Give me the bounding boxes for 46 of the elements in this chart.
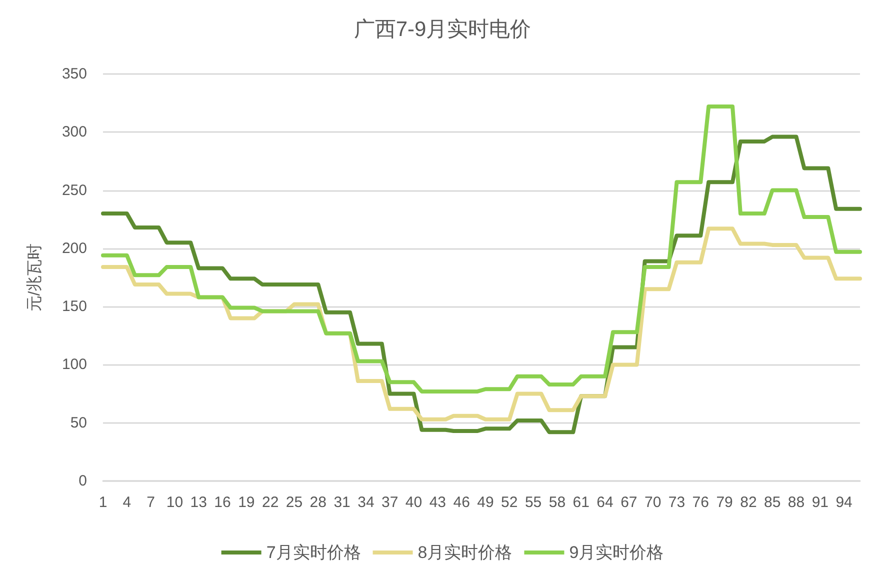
line-series [101,104,862,394]
x-tick-label: 1 [98,494,108,511]
legend-label: 9月实时价格 [569,543,664,562]
x-tick-label: 4 [122,494,132,511]
x-tick-label: 16 [214,494,231,511]
x-tick-label: 43 [429,494,446,511]
y-tick-label: 100 [62,356,87,374]
x-tick-label: 49 [477,494,494,511]
x-tick-label: 25 [286,494,303,511]
legend-label: 7月实时价格 [266,543,361,562]
x-tick-label: 10 [166,494,184,511]
legend-label: 8月实时价格 [418,543,512,562]
x-tick-label: 61 [572,494,590,511]
y-tick-label: 300 [62,124,87,141]
y-tick-label: 350 [62,66,87,82]
y-tick-label: 0 [78,472,87,490]
x-tick-label: 82 [740,494,757,511]
y-tick-label: 250 [62,182,87,199]
x-tick-label: 37 [382,494,398,511]
y-axis-title: 元/兆瓦时 [26,243,44,312]
x-tick-label: 22 [262,494,279,511]
x-tick-label: 70 [644,494,662,511]
x-tick-label: 46 [453,494,470,511]
y-tick-label: 150 [62,298,87,316]
x-tick-label: 31 [334,494,350,511]
x-tick-label: 13 [190,494,207,511]
x-tick-label: 52 [501,494,518,511]
x-tick-label: 58 [548,494,566,511]
x-tick-label: 19 [238,494,255,511]
x-tick-label: 40 [405,494,422,511]
y-tick-label: 200 [62,240,87,257]
x-tick-label: 7 [146,494,155,511]
x-tick-label: 76 [692,494,709,511]
x-tick-label: 85 [764,494,781,511]
x-tick-label: 88 [788,494,805,511]
x-tick-label: 55 [524,494,542,511]
x-tick-label: 34 [358,494,374,511]
x-tick-label: 28 [310,494,326,511]
chart-title: 广西7-9月实时电价 [354,18,532,41]
x-tick-label: 64 [596,494,614,511]
x-tick-label: 91 [812,494,828,511]
x-tick-label: 94 [836,494,852,511]
x-tick-label: 67 [620,494,638,511]
y-tick-label: 50 [70,414,87,432]
x-tick-label: 79 [716,494,733,511]
x-tick-label: 73 [668,494,686,511]
